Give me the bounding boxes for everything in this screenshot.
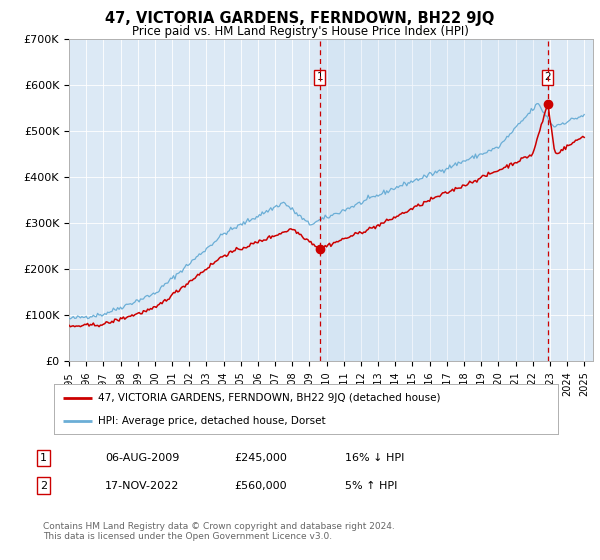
Text: 17-NOV-2022: 17-NOV-2022 xyxy=(105,480,179,491)
Text: £560,000: £560,000 xyxy=(234,480,287,491)
Text: Price paid vs. HM Land Registry's House Price Index (HPI): Price paid vs. HM Land Registry's House … xyxy=(131,25,469,38)
Text: 1: 1 xyxy=(316,72,323,82)
Text: 1: 1 xyxy=(40,453,47,463)
Text: 16% ↓ HPI: 16% ↓ HPI xyxy=(345,453,404,463)
Text: 06-AUG-2009: 06-AUG-2009 xyxy=(105,453,179,463)
Text: 47, VICTORIA GARDENS, FERNDOWN, BH22 9JQ (detached house): 47, VICTORIA GARDENS, FERNDOWN, BH22 9JQ… xyxy=(98,393,441,403)
Text: 2: 2 xyxy=(544,72,551,82)
Text: 47, VICTORIA GARDENS, FERNDOWN, BH22 9JQ: 47, VICTORIA GARDENS, FERNDOWN, BH22 9JQ xyxy=(106,11,494,26)
Text: £245,000: £245,000 xyxy=(234,453,287,463)
Text: 2: 2 xyxy=(40,480,47,491)
Text: 5% ↑ HPI: 5% ↑ HPI xyxy=(345,480,397,491)
Bar xyxy=(320,39,548,361)
Text: HPI: Average price, detached house, Dorset: HPI: Average price, detached house, Dors… xyxy=(98,416,326,426)
Text: Contains HM Land Registry data © Crown copyright and database right 2024.
This d: Contains HM Land Registry data © Crown c… xyxy=(43,522,395,542)
